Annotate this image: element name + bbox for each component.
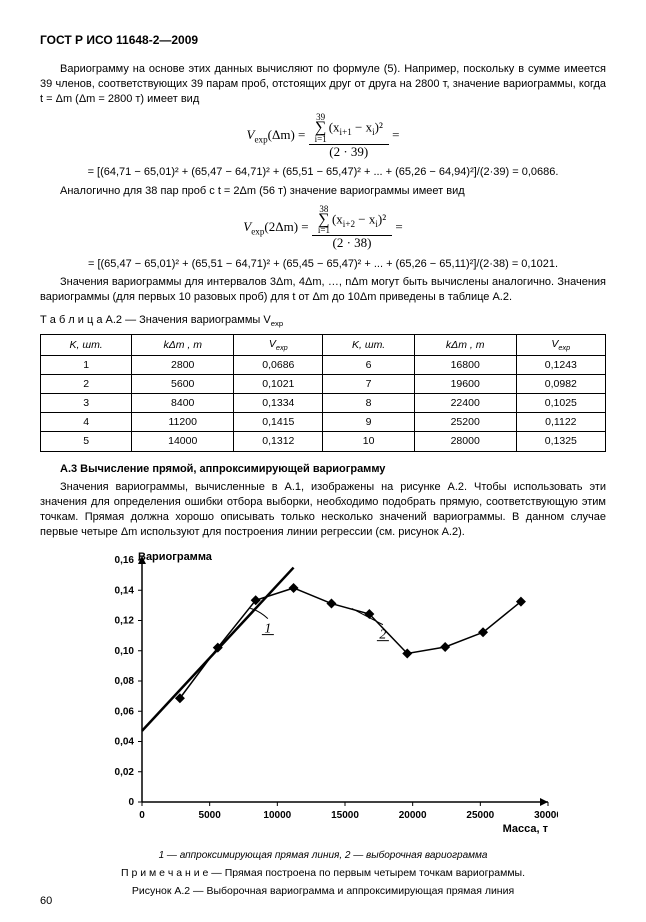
svg-text:0: 0 [128, 797, 134, 808]
svg-text:Вариограмма: Вариограмма [138, 551, 213, 563]
intro-paragraph: Вариограмму на основе этих данных вычисл… [40, 62, 606, 107]
svg-text:Масса, т: Масса, т [503, 823, 549, 835]
calc-2: = [(65,47 − 65,01)² + (65,51 − 64,71)² +… [40, 257, 606, 272]
table-cell: 0,1021 [234, 374, 323, 393]
doc-header: ГОСТ Р ИСО 11648-2—2009 [40, 32, 606, 48]
table-cell: 0,1025 [516, 394, 605, 413]
svg-text:10000: 10000 [263, 810, 291, 821]
table-cell: 2 [41, 374, 132, 393]
calc-1: = [(64,71 − 65,01)² + (65,47 − 64,71)² +… [40, 165, 606, 180]
table-cell: 5 [41, 432, 132, 451]
svg-text:0,16: 0,16 [115, 555, 135, 566]
table-cell: 14000 [132, 432, 234, 451]
para-2: Аналогично для 38 пар проб с t = 2Δm (56… [40, 184, 606, 199]
formula-2: Vexp(2Δm) = 38∑i=1(xi+2 − xi)² (2 · 38) … [40, 205, 606, 251]
svg-text:0,04: 0,04 [115, 736, 135, 747]
table-cell: 0,1243 [516, 355, 605, 374]
th-kdm2: kΔm , т [414, 334, 516, 355]
variogram-chart: Вариограмма 0 0,02 0,04 0,06 0,08 0,10 0,12 0,14… [88, 550, 558, 845]
chart-caption: Рисунок А.2 — Выборочная вариограмма и а… [40, 884, 606, 898]
table-body: 128000,06866168000,1243256000,1021719600… [41, 355, 606, 451]
section-a3-title: А.3 Вычисление прямой, аппроксимирующей … [40, 462, 606, 477]
table-cell: 22400 [414, 394, 516, 413]
table-row: 128000,06866168000,1243 [41, 355, 606, 374]
svg-text:15000: 15000 [331, 810, 359, 821]
table-row: 5140000,131210280000,1325 [41, 432, 606, 451]
th-kdm1: kΔm , т [132, 334, 234, 355]
svg-text:5000: 5000 [199, 810, 222, 821]
table-cell: 0,0686 [234, 355, 323, 374]
svg-text:0,12: 0,12 [115, 615, 135, 626]
table-cell: 19600 [414, 374, 516, 393]
table-cell: 11200 [132, 413, 234, 432]
chart-note: П р и м е ч а н и е — Прямая построена п… [40, 866, 606, 880]
chart-svg: Вариограмма 0 0,02 0,04 0,06 0,08 0,10 0,12 0,14… [88, 550, 558, 840]
page-number: 60 [40, 894, 52, 909]
svg-text:0,06: 0,06 [115, 706, 135, 717]
table-row: 256000,10217196000,0982 [41, 374, 606, 393]
svg-text:0,10: 0,10 [115, 646, 135, 657]
variogram-table: K, шт. kΔm , т Vexp K, шт. kΔm , т Vexp … [40, 334, 606, 452]
th-v1: Vexp [234, 334, 323, 355]
svg-text:30000: 30000 [534, 810, 558, 821]
table-cell: 9 [323, 413, 414, 432]
table-cell: 0,1415 [234, 413, 323, 432]
table-cell: 6 [323, 355, 414, 374]
svg-text:0,02: 0,02 [115, 767, 135, 778]
table-caption: Т а б л и ц а A.2 — Значения вариограммы… [40, 313, 606, 330]
table-cell: 8400 [132, 394, 234, 413]
table-cell: 0,1122 [516, 413, 605, 432]
svg-text:25000: 25000 [466, 810, 494, 821]
th-v2: Vexp [516, 334, 605, 355]
section-a3-body: Значения вариограммы, вычисленные в А.1,… [40, 480, 606, 539]
table-cell: 5600 [132, 374, 234, 393]
table-cell: 0,1312 [234, 432, 323, 451]
table-cell: 0,1325 [516, 432, 605, 451]
chart-legend: 1 — аппроксимирующая прямая линия, 2 — в… [40, 849, 606, 863]
para-3: Значения вариограммы для интервалов 3Δm,… [40, 275, 606, 305]
svg-text:20000: 20000 [399, 810, 427, 821]
table-cell: 7 [323, 374, 414, 393]
table-cell: 4 [41, 413, 132, 432]
table-cell: 0,1334 [234, 394, 323, 413]
table-cell: 25200 [414, 413, 516, 432]
table-cell: 3 [41, 394, 132, 413]
table-cell: 28000 [414, 432, 516, 451]
table-row: 4112000,14159252000,1122 [41, 413, 606, 432]
table-cell: 2800 [132, 355, 234, 374]
formula-1: Vexp(Δm) = 39∑i=1(xi+1 − xi)² (2 · 39) = [40, 113, 606, 159]
svg-text:0,08: 0,08 [115, 676, 135, 687]
svg-text:0: 0 [139, 810, 145, 821]
th-k1: K, шт. [41, 334, 132, 355]
table-cell: 8 [323, 394, 414, 413]
table-cell: 1 [41, 355, 132, 374]
table-cell: 16800 [414, 355, 516, 374]
table-cell: 10 [323, 432, 414, 451]
table-row: 384000,13348224000,1025 [41, 394, 606, 413]
table-cell: 0,0982 [516, 374, 605, 393]
th-k2: K, шт. [323, 334, 414, 355]
page: ГОСТ Р ИСО 11648-2—2009 Вариограмму на о… [0, 0, 646, 922]
svg-text:0,14: 0,14 [115, 585, 135, 596]
